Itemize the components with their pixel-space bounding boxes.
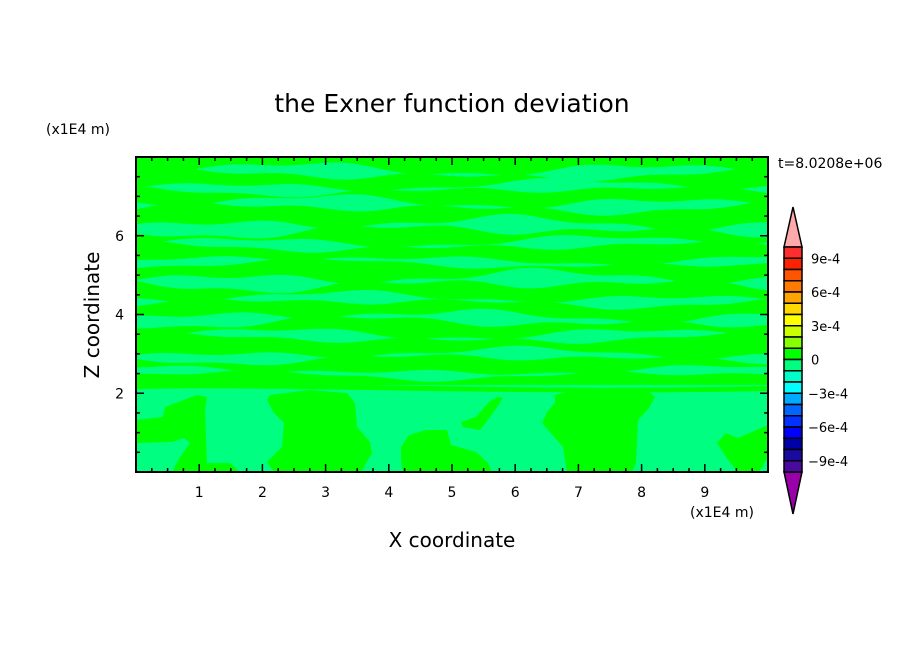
chart-title: the Exner function deviation [274,89,629,118]
y-tick-label: 4 [115,308,124,324]
colorbar-tick-label: 0 [811,354,819,369]
contour-region-negative [136,178,768,198]
colorbar-under-triangle [783,471,803,515]
contour-region-negative [136,235,768,253]
x-tick-label: 6 [511,485,520,501]
contour-region-positive [461,397,503,430]
contour-region-positive [542,388,655,472]
contour-region-positive [136,395,240,472]
colorbar-tick-label: 3e-4 [811,320,840,335]
plot-area [136,157,768,472]
x-axis-label: X coordinate [389,528,516,552]
contour-region-positive [401,430,492,472]
colorbar-tick-label: −9e-4 [808,455,848,470]
y-tick-label: 2 [115,386,124,402]
contour-region-negative [136,194,768,216]
contour-region-positive [136,157,768,385]
colorbar-swatch [783,302,803,316]
y-axis-label: Z coordinate [80,252,104,379]
contour-region-negative [136,328,768,344]
y-tick-label: 6 [115,229,124,245]
colorbar-swatch [783,313,803,327]
contour-region-negative [136,290,768,310]
axes: 1 2 3 4 5 6 7 8 9 2 4 6 [115,156,769,501]
colorbar-swatch [783,257,803,271]
colorbar-over-triangle [783,206,803,248]
colorbar-swatch [783,370,803,383]
colorbar-swatch [783,336,803,349]
colorbar-tick-label: −3e-4 [808,387,848,402]
time-label: t=8.0208e+06 [778,156,882,172]
contour-region-negative [136,256,768,269]
x-tick-label: 9 [700,485,709,501]
x-tick-label: 5 [448,485,457,501]
colorbar-swatch [783,291,803,304]
colorbar: 9e-4 6e-4 3e-4 0 −3e-4 −6e-4 −9e-4 [783,206,848,515]
colorbar-tick-label: 6e-4 [811,286,840,301]
colorbar-swatch [783,426,803,439]
colorbar-swatch [783,403,803,417]
colorbar-swatch [783,358,803,372]
colorbar-swatch [783,415,803,428]
colorbar-swatch [783,392,803,406]
contour-region-negative [136,267,768,294]
contour-region-positive [267,390,372,472]
colorbar-swatch [783,246,803,259]
contour-region-negative [136,162,768,182]
colorbar-swatch [783,460,803,473]
contour-region-negative [136,345,768,366]
contour-region-negative [136,365,768,382]
colorbar-tick-label: 9e-4 [811,252,840,267]
colorbar-swatch [783,347,803,361]
x-tick-label: 2 [258,485,267,501]
x-unit-label: (x1E4 m) [690,505,754,521]
contour-region-positive [717,425,768,472]
x-tick-label: 8 [637,485,646,501]
contour-fills [136,157,768,472]
x-tick-label: 4 [384,485,393,501]
colorbar-swatch [783,280,803,293]
colorbar-swatch [783,437,803,451]
y-unit-label: (x1E4 m) [46,122,110,138]
x-tick-label: 3 [321,485,330,501]
colorbar-swatch [783,448,803,462]
contour-region-negative [136,213,768,239]
colorbar-swatch [783,268,803,282]
x-tick-label: 7 [574,485,583,501]
contour-region-negative [136,308,768,329]
colorbar-swatch [783,325,803,338]
colorbar-tick-label: −6e-4 [808,421,848,436]
x-tick-label: 1 [195,485,204,501]
colorbar-swatch [783,381,803,394]
